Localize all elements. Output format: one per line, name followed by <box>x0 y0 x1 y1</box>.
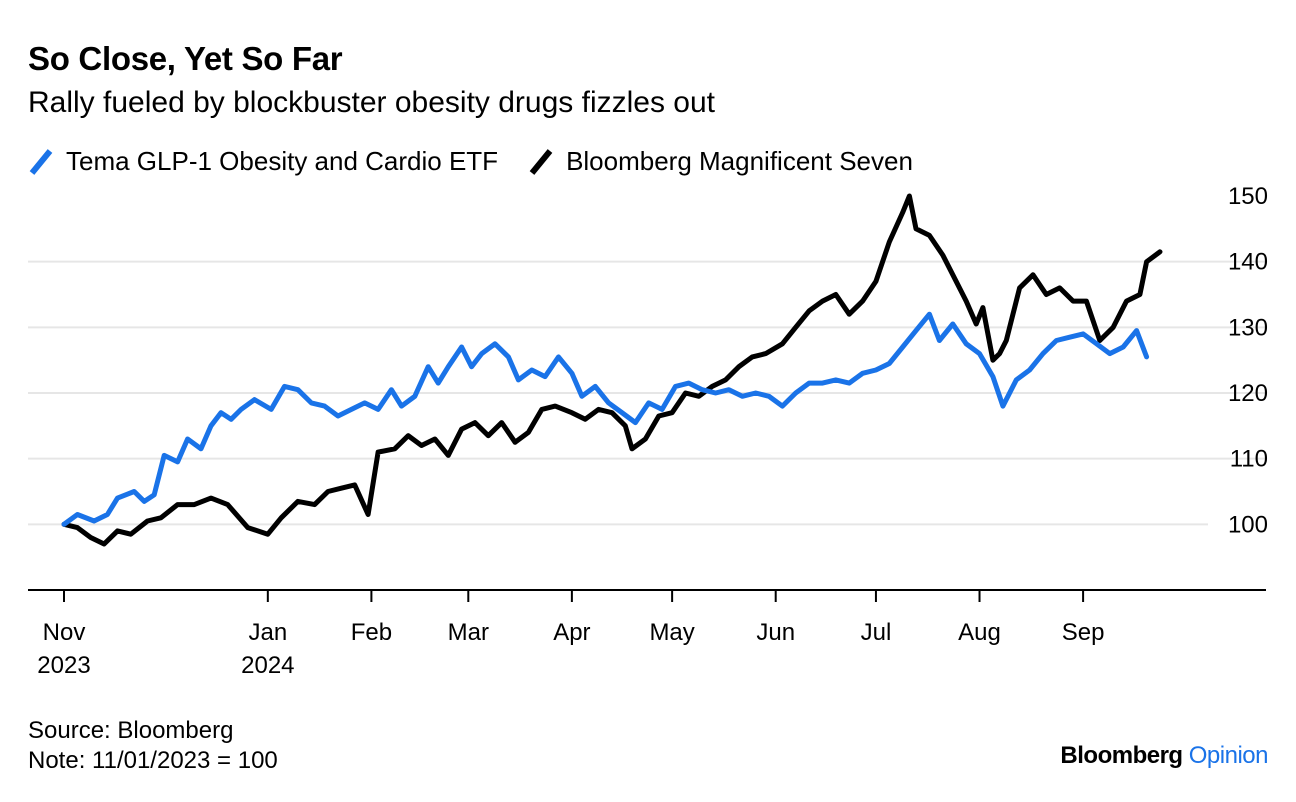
gridlines <box>28 260 1266 526</box>
x-tick-label-apr: Apr <box>553 619 590 646</box>
series-line-glp1 <box>61 311 1150 527</box>
y-tick-label-130: 130 <box>1228 314 1268 341</box>
legend-swatch-glp1 <box>29 148 53 175</box>
chart-subtitle: Rally fueled by blockbuster obesity drug… <box>28 86 716 119</box>
x-tick-label-feb: Feb <box>351 619 392 646</box>
brand-logo: Bloomberg Opinion <box>1060 742 1268 770</box>
y-tick-label-140: 140 <box>1228 249 1268 276</box>
index-note: Note: 11/01/2023 = 100 <box>28 747 278 774</box>
x-tick-label-mar: Mar <box>448 619 489 646</box>
legend-swatch-mag7 <box>529 148 553 175</box>
x-axis: Nov 2023 Jan 2024 Feb Mar Apr May Jun Jul Aug Sep <box>28 589 1266 679</box>
legend-item-glp1: Tema GLP-1 Obesity and Cardio ETF <box>28 146 498 177</box>
series-line-mag7 <box>61 193 1163 547</box>
legend-item-mag7: Bloomberg Magnificent Seven <box>528 146 913 177</box>
y-tick-label-150: 150 <box>1228 183 1268 210</box>
x-tick-year-2023: 2023 <box>37 652 90 679</box>
y-axis-ticks: 100 110 120 130 140 150 <box>1228 183 1268 538</box>
y-tick-label-110: 110 <box>1230 446 1268 473</box>
brand-suffix: Opinion <box>1188 742 1269 769</box>
x-tick-label-may: May <box>649 619 694 646</box>
x-tick-label-jun: Jun <box>756 619 795 646</box>
chart-title: So Close, Yet So Far <box>28 40 343 77</box>
legend: Tema GLP-1 Obesity and Cardio ETF Bloomb… <box>28 146 943 177</box>
source-note: Source: Bloomberg <box>28 717 234 744</box>
y-tick-label-120: 120 <box>1228 380 1268 407</box>
legend-label-mag7: Bloomberg Magnificent Seven <box>566 146 913 176</box>
brand-name: Bloomberg <box>1060 742 1183 769</box>
x-tick-label-jul: Jul <box>861 619 892 646</box>
y-tick-label-100: 100 <box>1228 511 1268 538</box>
x-tick-label-nov: Nov <box>43 619 86 646</box>
x-tick-label-sep: Sep <box>1062 619 1105 646</box>
footer: Source: Bloomberg Note: 11/01/2023 = 100 <box>28 716 278 776</box>
legend-label-glp1: Tema GLP-1 Obesity and Cardio ETF <box>66 146 499 176</box>
x-tick-year-2024: 2024 <box>241 652 294 679</box>
x-tick-label-jan: Jan <box>248 619 287 646</box>
series-lines <box>61 193 1163 547</box>
x-tick-label-aug: Aug <box>958 619 1001 646</box>
